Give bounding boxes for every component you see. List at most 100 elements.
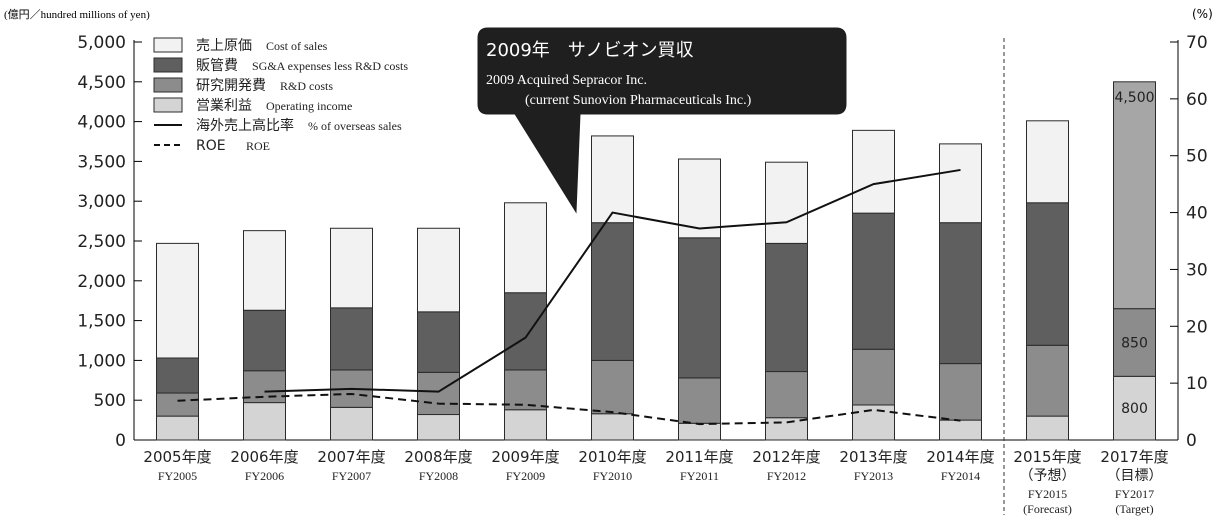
bar-segment (330, 406, 373, 441)
x-tick-label-sub: (Target) (1115, 502, 1153, 516)
y-left-tick-label: 3,500 (77, 152, 126, 172)
bar-segment (156, 392, 199, 417)
bar-segment (417, 414, 460, 441)
y-axis-left-title: (億円／hundred millions of yen) (4, 8, 150, 21)
bar-segment (939, 363, 982, 421)
x-tick-label-ja: 2017年度 (1100, 448, 1168, 466)
legend-swatch (153, 97, 183, 113)
x-tick-label-en: FY2008 (419, 469, 458, 483)
y-left-tick-label: 1,000 (77, 351, 126, 371)
bar-segment (243, 402, 286, 441)
y-right-tick-label: 50 (1186, 147, 1208, 167)
y-right-tick-label: 70 (1186, 33, 1208, 53)
bar-segment (678, 422, 721, 441)
bar-segment (1113, 375, 1156, 441)
bar-segment (504, 292, 547, 371)
bar-segment (591, 413, 634, 441)
x-tick-label-ja: 2013年度 (839, 448, 907, 466)
bar-data-label: 850 (1121, 335, 1148, 351)
bar-segment (1026, 415, 1069, 441)
legend-label-en: R&D costs (280, 79, 333, 93)
x-tick-label-en: FY2009 (506, 469, 545, 483)
x-tick-label-ja: 2006年度 (230, 448, 298, 466)
bar-segment (417, 311, 460, 373)
bar-segment (156, 357, 199, 394)
x-tick-label-ja: 2008年度 (404, 448, 472, 466)
bar-segment (939, 419, 982, 441)
x-tick-label-ja: 2011年度 (665, 448, 733, 466)
bar-segment (765, 161, 808, 244)
bar-segment (243, 309, 286, 372)
bar-segment (504, 202, 547, 294)
bar-segment (417, 371, 460, 416)
bar-segment (1026, 120, 1069, 204)
bar-segment (591, 222, 634, 361)
legend-label-en: SG&A expenses less R&D costs (252, 59, 408, 73)
legend-label-ja: ROE (196, 138, 226, 154)
y-left-tick-label: 500 (94, 391, 126, 411)
legend-label-en: ROE (246, 139, 270, 153)
bar-segment (852, 404, 895, 441)
legend-label-ja: 売上原価 (196, 38, 252, 54)
callout-title: 2009年 サノビオン買収 (486, 40, 693, 61)
callout-line-2: (current Sunovion Pharmaceuticals Inc.) (525, 93, 752, 108)
callout-line-1: 2009 Acquired Sepracor Inc. (486, 73, 647, 88)
bar-segment (1026, 344, 1069, 417)
x-tick-label-en: FY2012 (767, 469, 806, 483)
bar-segment (330, 307, 373, 371)
bar-segment (765, 371, 808, 419)
axis-titles: (億円／hundred millions of yen) (%) (4, 7, 1213, 21)
overseas-sales-line (264, 168, 961, 393)
bar-segment (504, 409, 547, 441)
legend-swatch (153, 57, 183, 73)
y-left-tick-label: 4,000 (77, 113, 126, 133)
x-tick-label-en: FY2005 (158, 469, 197, 483)
legend-label-en: Operating income (266, 99, 352, 113)
x-tick-label-sub: (Forecast) (1023, 502, 1072, 516)
bar-segment (678, 237, 721, 379)
x-tick-label-en: FY2017 (1115, 487, 1154, 501)
x-tick-label-ja: 2014年度 (926, 448, 994, 466)
bar-segment (591, 359, 634, 415)
x-tick-label-ja: 2010年度 (578, 448, 646, 466)
y-right-tick-label: 0 (1186, 431, 1197, 451)
axes: 0 500 1,000 1,500 2,000 2,500 3,000 3,500 4,000 4… (77, 33, 1207, 516)
bar-segment (156, 415, 199, 441)
x-tick-label-en: FY2011 (680, 469, 719, 483)
y-left-tick-label: 2,500 (77, 232, 126, 252)
bar-segment (852, 129, 895, 214)
y-left-tick-label: 2,000 (77, 272, 126, 292)
callout-bubble (477, 27, 847, 214)
x-tick-label-en: FY2013 (854, 469, 893, 483)
bar-segment (591, 135, 634, 224)
y-right-tick-label: 20 (1186, 317, 1208, 337)
x-tick-label-en: FY2015 (1028, 487, 1067, 501)
y-left-tick-label: 3,000 (77, 192, 126, 212)
bar-segment (852, 348, 895, 406)
y-left-tick-label: 4,500 (77, 73, 126, 93)
x-tick-label-ja: 2012年度 (752, 448, 820, 466)
x-tick-label-ja: 2009年度 (491, 448, 559, 466)
bar-segment (417, 227, 460, 313)
y-axis-right-title: (%) (1192, 7, 1213, 21)
bar-segment (939, 143, 982, 224)
callout: 2009年 サノビオン買収 2009 Acquired Sepracor Inc… (477, 27, 847, 214)
bar-segment (504, 369, 547, 411)
legend-label-ja: 研究開発費 (196, 78, 266, 94)
x-tick-label-ja2: （目標） (1107, 468, 1163, 484)
x-tick-label-ja: 2007年度 (317, 448, 385, 466)
y-left-tick-label: 1,500 (77, 312, 126, 332)
legend-label-ja: 海外売上高比率 (196, 117, 294, 134)
bars: 4,500 800 850 (156, 81, 1156, 441)
x-tick-label-ja: 2005年度 (143, 448, 211, 466)
legend: 売上原価 Cost of sales 販管費 SG&A expenses less R… (153, 37, 408, 154)
bar-data-label: 800 (1121, 401, 1148, 417)
bar-segment (852, 212, 895, 350)
bar-segment (243, 230, 286, 311)
x-tick-label-en: FY2006 (245, 469, 284, 483)
y-right-tick-label: 40 (1186, 204, 1208, 224)
bar-segment (678, 158, 721, 239)
bar-segment (1026, 202, 1069, 346)
legend-swatch (153, 37, 183, 53)
